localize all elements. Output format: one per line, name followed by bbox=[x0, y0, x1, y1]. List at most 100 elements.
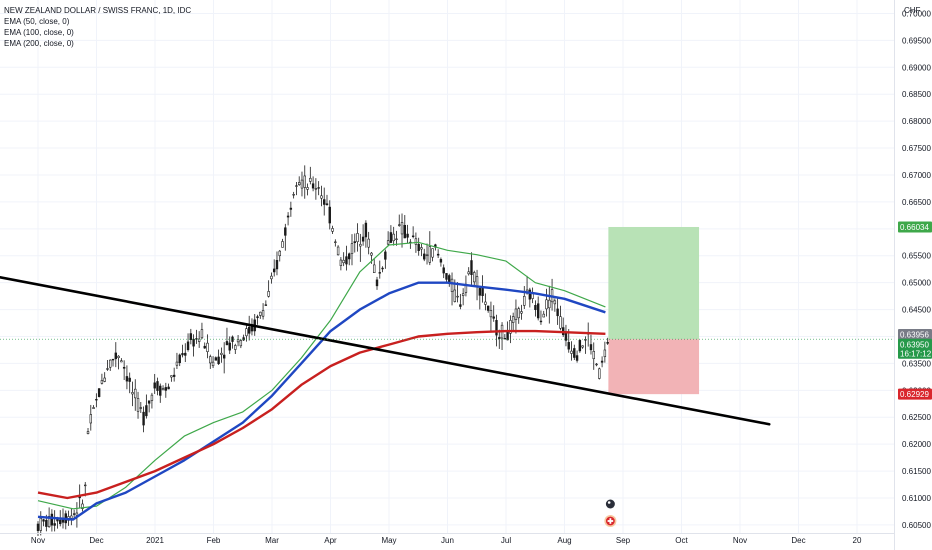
x-tick-label: Jul bbox=[501, 536, 511, 545]
candle-body bbox=[453, 289, 457, 302]
candle-body bbox=[603, 349, 607, 358]
x-tick-label: Feb bbox=[207, 536, 221, 545]
x-tick-label: Dec bbox=[89, 536, 103, 545]
y-tick-label: 0.61000 bbox=[902, 494, 931, 503]
candle-body bbox=[511, 316, 515, 323]
candle-body bbox=[286, 215, 290, 218]
candle-body bbox=[217, 356, 220, 365]
candle-body bbox=[348, 253, 351, 260]
candle-body bbox=[39, 518, 42, 531]
candle-body bbox=[300, 179, 304, 189]
candle-body bbox=[86, 431, 90, 434]
x-tick-label: Aug bbox=[557, 536, 571, 545]
candle-body bbox=[239, 340, 243, 347]
y-tick-label: 0.64500 bbox=[902, 306, 931, 315]
x-tick-label: 20 bbox=[853, 536, 862, 545]
candle-body bbox=[489, 310, 493, 318]
candle-body bbox=[128, 377, 131, 382]
candle-body bbox=[186, 341, 190, 351]
candle-body bbox=[378, 272, 381, 274]
candle-body bbox=[303, 175, 306, 188]
candle-body bbox=[206, 342, 209, 352]
candle-body bbox=[436, 253, 440, 256]
candle-body bbox=[545, 299, 548, 310]
candle-body bbox=[242, 337, 245, 341]
target-price-badge-box bbox=[898, 221, 932, 233]
candle-body bbox=[131, 392, 134, 395]
candle-body bbox=[598, 368, 601, 379]
ema-line-100 bbox=[37, 281, 606, 521]
x-tick-label: Oct bbox=[675, 536, 688, 545]
candle-body bbox=[89, 414, 92, 424]
candle-body bbox=[203, 345, 206, 349]
candle-body bbox=[247, 326, 251, 334]
ema100-legend[interactable]: EMA (100, close, 0) bbox=[4, 28, 74, 37]
candle-body bbox=[228, 342, 231, 351]
candle-body bbox=[459, 304, 462, 307]
y-tick-label: 0.69000 bbox=[902, 63, 931, 72]
chart-legend: NEW ZEALAND DOLLAR / SWISS FRANC, 1D, ID… bbox=[4, 5, 191, 49]
y-tick-label: 0.66500 bbox=[902, 198, 931, 207]
candle-body bbox=[345, 256, 348, 265]
candle-body bbox=[314, 188, 318, 190]
candle-body bbox=[523, 296, 526, 306]
candle-body bbox=[592, 351, 595, 360]
candle-body bbox=[375, 279, 379, 287]
candle-body bbox=[103, 377, 106, 382]
candle-body bbox=[323, 199, 326, 205]
candle-body bbox=[284, 227, 287, 236]
candle-body bbox=[445, 273, 448, 280]
candle-body bbox=[111, 358, 115, 361]
candle-body bbox=[431, 248, 434, 258]
candle-body bbox=[536, 303, 540, 319]
x-tick-label: Dec bbox=[791, 536, 805, 545]
candle-body bbox=[320, 195, 323, 199]
candle-body bbox=[153, 382, 156, 389]
candle-body bbox=[573, 348, 576, 358]
ema50-legend[interactable]: EMA (50, close, 0) bbox=[4, 17, 70, 26]
x-tick-label: Jun bbox=[441, 536, 454, 545]
candle-body bbox=[200, 329, 204, 339]
target-price-badge-label: 0.66034 bbox=[900, 223, 929, 232]
candle-body bbox=[581, 345, 584, 348]
candle-body bbox=[139, 407, 143, 409]
candle-body bbox=[197, 338, 201, 342]
candle-body bbox=[278, 250, 281, 257]
symbol-title[interactable]: NEW ZEALAND DOLLAR / SWISS FRANC, 1D, ID… bbox=[4, 6, 192, 15]
candle-body bbox=[328, 206, 331, 224]
candle-body bbox=[364, 222, 368, 238]
candle-body bbox=[325, 203, 329, 206]
candle-body bbox=[317, 187, 320, 189]
candle-body bbox=[389, 232, 393, 243]
candle-body bbox=[145, 405, 148, 417]
candle-body bbox=[142, 411, 145, 426]
candle-body bbox=[117, 355, 120, 358]
target-price-badge: 0.66034 bbox=[898, 221, 932, 233]
candle-body bbox=[50, 513, 54, 526]
candle-body bbox=[492, 316, 495, 319]
candle-body bbox=[336, 246, 340, 256]
candle-body bbox=[156, 381, 159, 391]
candle-body bbox=[517, 308, 520, 319]
candle-body bbox=[384, 251, 387, 260]
candle-body bbox=[95, 398, 98, 401]
candle-body bbox=[170, 375, 173, 378]
stop-price-badge-box bbox=[898, 388, 932, 400]
stop-price-badge-label: 0.62929 bbox=[900, 390, 929, 399]
candle-body bbox=[484, 301, 487, 305]
candle-body bbox=[553, 300, 557, 305]
candle-body bbox=[486, 305, 490, 311]
ema200-legend[interactable]: EMA (200, close, 0) bbox=[4, 39, 74, 48]
candle-body bbox=[161, 388, 165, 391]
candle-body bbox=[542, 313, 545, 318]
candle-body bbox=[448, 275, 451, 283]
candle-body bbox=[298, 182, 301, 185]
candle-body bbox=[398, 224, 401, 226]
candle-body bbox=[361, 236, 365, 242]
candle-body bbox=[350, 243, 354, 254]
candle-body bbox=[281, 241, 284, 248]
current-price-badge-label: 0.63950 bbox=[900, 340, 929, 349]
candle-body bbox=[403, 224, 406, 239]
